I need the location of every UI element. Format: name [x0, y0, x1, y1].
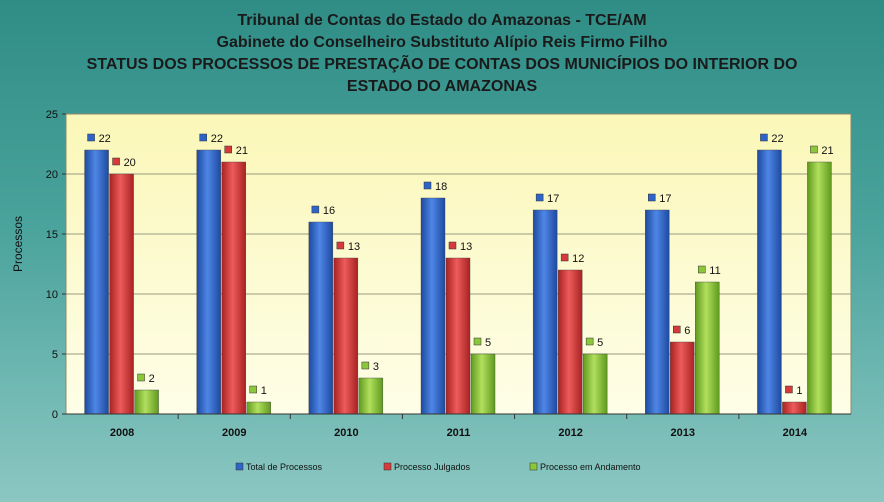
y-tick-label: 20 — [46, 169, 58, 181]
data-label: 3 — [373, 361, 379, 373]
y-tick-label: 5 — [52, 349, 58, 361]
data-label-marker — [535, 193, 544, 202]
data-label: 12 — [572, 253, 584, 265]
x-tick-label: 2010 — [334, 427, 358, 439]
legend-entry: Processo Julgados — [394, 462, 471, 472]
x-tick-label: 2013 — [671, 427, 695, 439]
bar — [308, 221, 334, 415]
data-label: 22 — [99, 133, 111, 145]
x-axis: 2008 2009 2010 2011 2012 2013 2014 — [66, 413, 851, 439]
y-tick-label: 25 — [46, 109, 58, 121]
data-label-marker — [473, 337, 482, 346]
data-label-marker — [448, 241, 457, 250]
bar — [221, 161, 246, 415]
bar — [246, 401, 271, 415]
data-label-marker — [585, 337, 594, 346]
data-label: 17 — [547, 193, 559, 205]
bar — [333, 257, 359, 415]
legend: Total de Processos Processo Julgados Proce… — [235, 462, 641, 472]
bar — [670, 341, 695, 415]
data-label: 20 — [124, 157, 136, 169]
y-axis-label: Processos — [11, 216, 25, 272]
data-label: 22 — [771, 133, 783, 145]
bar — [532, 209, 558, 415]
bar — [470, 353, 496, 415]
chart-titles: Tribunal de Contas do Estado do Amazonas… — [0, 10, 884, 98]
data-label: 2 — [149, 373, 155, 385]
data-label-marker — [112, 157, 120, 166]
bar — [757, 149, 782, 415]
data-label-marker — [810, 145, 818, 154]
legend-marker — [235, 462, 244, 471]
legend-marker — [383, 462, 392, 471]
bar — [645, 209, 670, 415]
bar — [782, 401, 807, 415]
data-label-marker — [87, 133, 95, 142]
legend-entry: Total de Processos — [246, 462, 323, 472]
data-label: 1 — [796, 385, 802, 397]
data-label: 16 — [323, 205, 335, 217]
data-label: 21 — [821, 145, 833, 157]
data-label: 17 — [659, 193, 671, 205]
data-label-marker — [199, 133, 207, 142]
data-label: 18 — [435, 181, 447, 193]
bar — [695, 281, 720, 415]
data-label-marker — [760, 133, 768, 142]
data-label: 1 — [261, 385, 267, 397]
data-label-marker — [336, 241, 345, 250]
bar — [557, 269, 583, 415]
data-label: 22 — [211, 133, 223, 145]
data-label: 11 — [709, 265, 720, 277]
bar — [358, 377, 384, 415]
bar — [445, 257, 471, 415]
data-label-marker — [673, 325, 681, 334]
x-tick-label: 2014 — [783, 427, 808, 439]
data-label: 21 — [236, 145, 248, 157]
data-label-marker — [423, 181, 432, 190]
data-label-marker — [698, 265, 706, 274]
bar — [807, 161, 832, 415]
data-label-marker — [361, 361, 370, 370]
data-label-marker — [249, 385, 257, 394]
y-tick-label: 15 — [46, 229, 58, 241]
data-label-marker — [224, 145, 232, 154]
bar — [582, 353, 608, 415]
data-label: 13 — [348, 241, 360, 253]
bar — [84, 149, 109, 415]
y-tick-label: 0 — [52, 409, 58, 421]
data-label-marker — [137, 373, 145, 382]
bar — [109, 173, 134, 415]
bar — [196, 149, 221, 415]
bar — [134, 389, 159, 415]
title-line-2: Gabinete do Conselheiro Substituto Alípi… — [216, 34, 668, 51]
title-line-1: Tribunal de Contas do Estado do Amazonas… — [237, 12, 647, 29]
data-label-marker — [785, 385, 793, 394]
data-label: 6 — [684, 325, 690, 337]
data-label: 5 — [485, 337, 491, 349]
data-label: 13 — [460, 241, 472, 253]
legend-entry: Processo em Andamento — [540, 462, 641, 472]
data-label-marker — [648, 193, 656, 202]
x-tick-label: 2012 — [558, 427, 582, 439]
title-line-3: STATUS DOS PROCESSOS DE PRESTAÇÃO DE CON… — [86, 56, 798, 73]
data-label-marker — [311, 205, 320, 214]
x-tick-label: 2011 — [447, 427, 471, 439]
y-tick-label: 10 — [46, 289, 58, 301]
data-label-marker — [560, 253, 569, 262]
title-line-4: ESTADO DO AMAZONAS — [346, 78, 538, 95]
y-axis: 0 5 10 15 20 25 — [46, 109, 66, 421]
data-label: 5 — [597, 337, 603, 349]
legend-marker — [529, 462, 538, 471]
x-tick-label: 2009 — [222, 427, 246, 439]
x-tick-label: 2008 — [110, 427, 134, 439]
bar — [420, 197, 446, 415]
